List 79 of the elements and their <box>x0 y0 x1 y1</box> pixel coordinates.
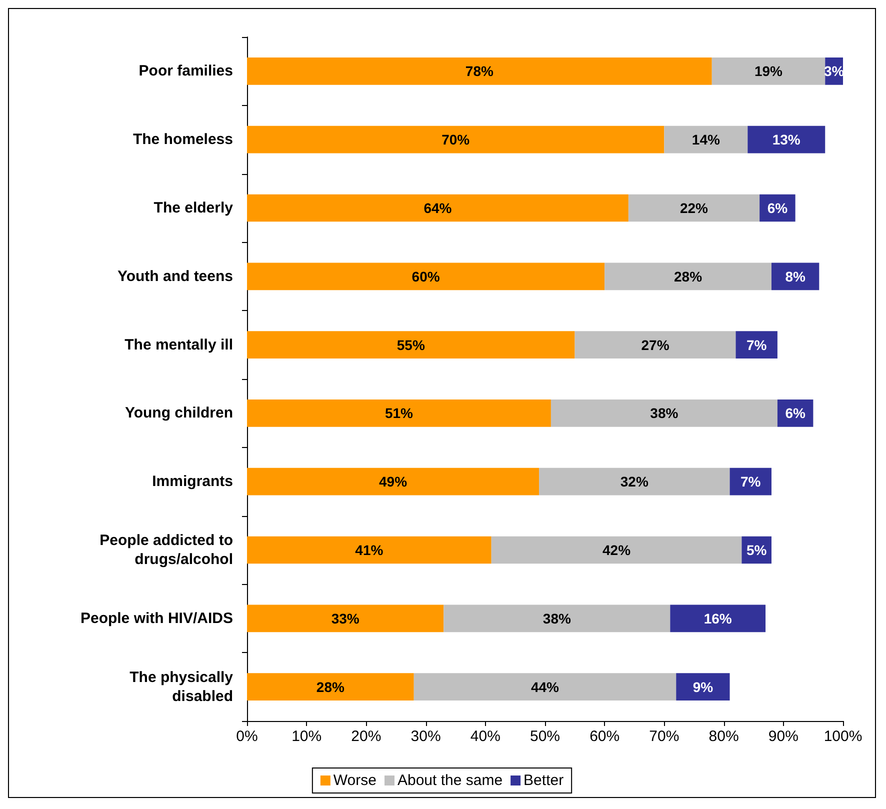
data-label: 27% <box>641 336 670 353</box>
y-tick-label: The mentally ill <box>124 336 233 354</box>
data-label: 33% <box>331 610 360 626</box>
x-tick-label: 70% <box>649 728 680 745</box>
bar <box>414 673 676 700</box>
bar <box>539 468 730 496</box>
bar <box>491 536 742 564</box>
bar <box>247 604 444 632</box>
y-tick-label: Immigrants <box>152 473 233 490</box>
x-tick-label: 30% <box>410 728 441 745</box>
bar <box>247 673 414 700</box>
data-label: 44% <box>530 678 560 695</box>
data-label: 5% <box>746 542 768 558</box>
bar <box>247 194 628 222</box>
y-tick-label: The physically disabled <box>130 668 234 705</box>
y-tick-label: Poor families <box>138 62 233 80</box>
y-tick-label: Young children <box>124 404 233 422</box>
x-tick-label: 80% <box>708 728 739 745</box>
bar <box>247 262 605 290</box>
y-tick-label: Youth and teens <box>117 268 233 285</box>
x-tick-label: 40% <box>470 728 500 745</box>
data-label: 16% <box>704 610 732 626</box>
data-label: 7% <box>740 474 762 490</box>
bar <box>628 194 760 222</box>
bar <box>664 126 748 154</box>
data-label: 51% <box>384 405 414 422</box>
data-label: 64% <box>424 200 452 216</box>
bar <box>444 604 670 632</box>
bar <box>247 126 664 154</box>
bar <box>247 331 575 358</box>
data-label: 19% <box>754 63 784 80</box>
y-tick-label: People with HIV/AIDS <box>80 610 233 627</box>
data-label: 28% <box>674 268 703 284</box>
data-label: 8% <box>785 268 806 284</box>
data-label: 38% <box>650 405 679 422</box>
data-label: 14% <box>692 132 720 148</box>
x-tick-label: 60% <box>590 728 620 745</box>
data-label: 13% <box>772 132 801 148</box>
bar <box>748 126 826 154</box>
x-tick-label: 10% <box>292 728 322 745</box>
data-label: 42% <box>602 542 632 558</box>
bar <box>550 400 778 427</box>
data-label: 38% <box>542 610 572 626</box>
bar <box>670 604 766 632</box>
y-tick-label: People addicted to drugs/alcohol <box>100 532 233 568</box>
data-label: 6% <box>767 200 788 216</box>
x-tick-label: 50% <box>530 728 560 745</box>
data-label: 32% <box>620 474 649 490</box>
legend-label: Worse <box>333 772 376 789</box>
bar <box>712 58 826 85</box>
data-label: 41% <box>355 542 384 558</box>
bar <box>574 331 736 358</box>
bar <box>247 536 492 564</box>
x-tick-label: 90% <box>768 728 798 745</box>
x-tick-label: 100% <box>824 728 862 745</box>
bar <box>730 468 772 496</box>
legend-label: Better <box>524 772 564 789</box>
data-label: 55% <box>396 336 426 353</box>
data-label: 60% <box>412 268 440 284</box>
bar <box>604 262 772 290</box>
data-label: 9% <box>692 678 714 695</box>
x-tick-label: 0% <box>236 728 258 745</box>
bar <box>247 58 712 85</box>
data-label: 22% <box>680 200 709 216</box>
bar <box>736 331 778 358</box>
legend-label: About the same <box>397 772 503 789</box>
data-label: 70% <box>442 132 470 148</box>
bar <box>771 262 820 290</box>
data-label: 78% <box>465 63 494 80</box>
data-label: 6% <box>785 405 806 422</box>
bar <box>247 468 540 496</box>
data-label: 49% <box>379 474 408 490</box>
y-tick-label: The elderly <box>154 200 234 216</box>
bar <box>676 673 730 700</box>
data-label: 7% <box>746 336 768 353</box>
data-label: 28% <box>316 678 345 695</box>
y-tick-label: The homeless <box>132 131 233 148</box>
x-tick-label: 20% <box>351 728 382 745</box>
bar <box>247 400 551 427</box>
